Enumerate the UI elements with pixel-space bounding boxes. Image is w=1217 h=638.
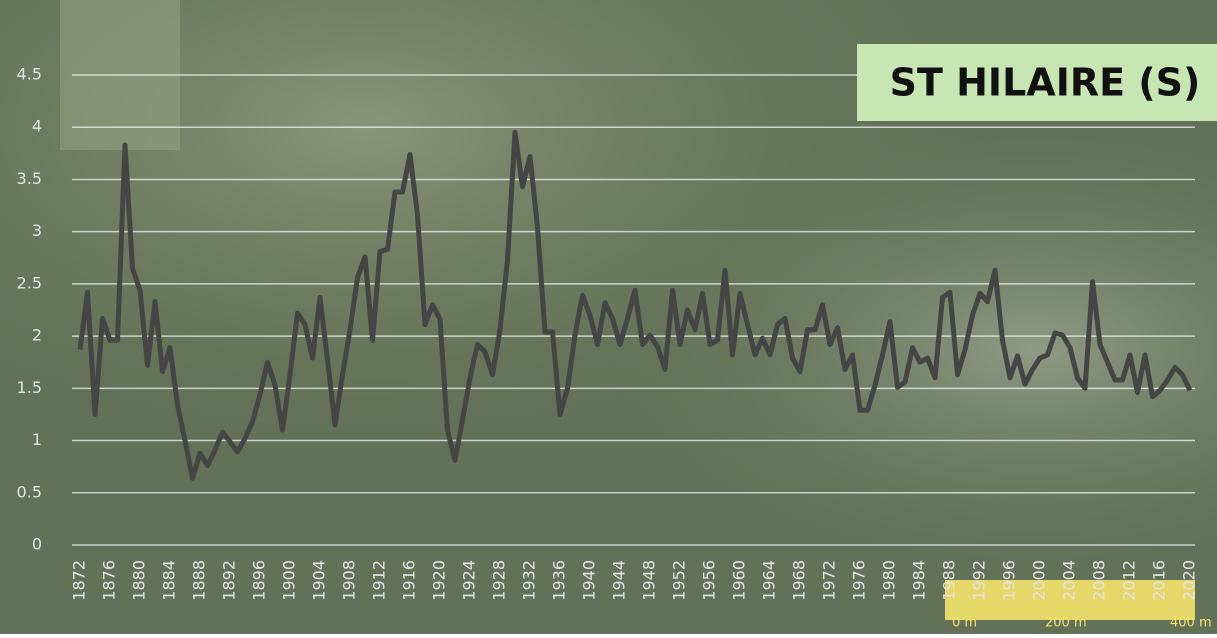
x-tick-label: 1904 (310, 560, 329, 601)
x-tick-label: 1920 (430, 560, 449, 601)
x-tick-label: 1956 (700, 560, 719, 601)
y-tick-label: 1 (32, 430, 42, 449)
x-tick-label: 1976 (850, 560, 869, 601)
x-tick-label: 2020 (1180, 560, 1199, 601)
x-tick-label: 1888 (190, 560, 209, 601)
x-tick-label: 1992 (970, 560, 989, 601)
x-tick-label: 1908 (340, 560, 359, 601)
x-tick-label: 1964 (760, 560, 779, 601)
y-tick-label: 0 (32, 535, 42, 554)
x-tick-label: 1980 (880, 560, 899, 601)
x-tick-label: 1988 (940, 560, 959, 601)
x-tick-label: 1924 (460, 560, 479, 601)
x-tick-label: 1892 (220, 560, 239, 601)
scale-label: 200 m (1045, 616, 1087, 631)
x-tick-label: 1968 (790, 560, 809, 601)
x-tick-label: 1884 (160, 560, 179, 601)
x-tick-label: 1952 (670, 560, 689, 601)
y-tick-label: 3 (32, 221, 42, 240)
x-tick-label: 2004 (1060, 560, 1079, 601)
x-tick-label: 1896 (250, 560, 269, 601)
x-tick-label: 1916 (400, 560, 419, 601)
x-tick-label: 1944 (610, 560, 629, 601)
x-tick-label: 1984 (910, 560, 929, 601)
x-tick-label: 1928 (490, 560, 509, 601)
x-tick-label: 1932 (520, 560, 539, 601)
x-tick-label: 2016 (1150, 560, 1169, 601)
x-tick-label: 1996 (1000, 560, 1019, 601)
x-tick-label: 1936 (550, 560, 569, 601)
x-tick-label: 2000 (1030, 560, 1049, 601)
scale-label: 400 m (1170, 616, 1212, 631)
x-tick-label: 1960 (730, 560, 749, 601)
y-tick-label: 2.5 (17, 273, 42, 292)
x-tick-label: 1900 (280, 560, 299, 601)
chart: 0 m 200 m 400 m 0 0.5 1 1.5 2 2.5 3 3.5 4 4.5 1872… (0, 0, 1217, 634)
x-tick-label: 1872 (70, 560, 89, 601)
x-tick-label: 1912 (370, 560, 389, 601)
chart-title: ST HILAIRE (S) (890, 61, 1201, 105)
y-tick-label: 3.5 (17, 169, 42, 188)
y-tick-label: 4 (32, 117, 42, 136)
y-tick-label: 1.5 (17, 378, 42, 397)
x-tick-label: 1948 (640, 560, 659, 601)
scale-label: 0 m (952, 616, 977, 631)
x-tick-label: 1972 (820, 560, 839, 601)
x-tick-label: 2012 (1120, 560, 1139, 601)
x-tick-label: 1880 (130, 560, 149, 601)
x-tick-label: 1940 (580, 560, 599, 601)
x-tick-label: 1876 (100, 560, 119, 601)
y-tick-label: 0.5 (17, 482, 42, 501)
y-tick-label: 2 (32, 326, 42, 345)
y-tick-label: 4.5 (17, 65, 42, 84)
x-tick-label: 2008 (1090, 560, 1109, 601)
